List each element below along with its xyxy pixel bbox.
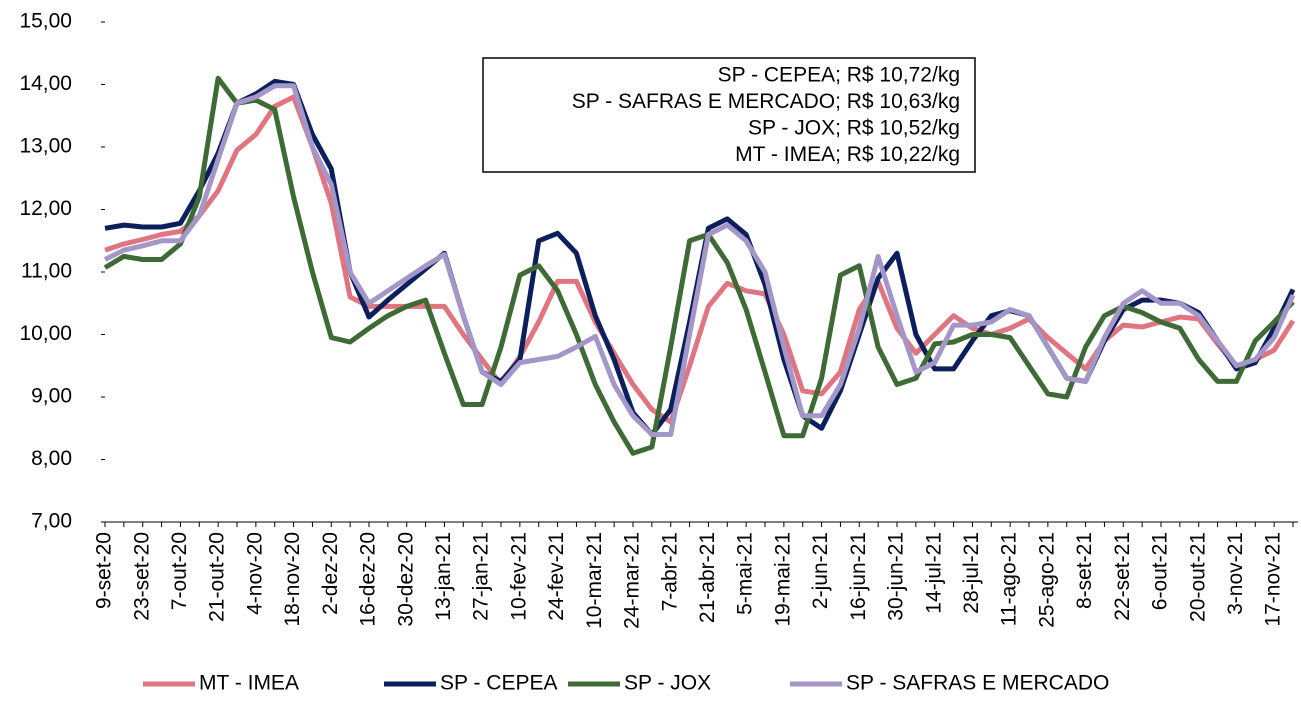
x-tick-label: 11-ago-21 <box>998 532 1021 626</box>
x-tick-label: 30-dez-20 <box>394 532 417 627</box>
x-tick-label: 21-abr-21 <box>696 532 719 623</box>
x-tick-label: 25-ago-21 <box>1035 532 1058 628</box>
x-tick-label: 17-nov-21 <box>1262 532 1285 627</box>
y-tick-label: 12,00 <box>19 197 72 220</box>
x-tick-label: 7-abr-21 <box>658 532 681 611</box>
x-tick-label: 2-dez-20 <box>319 532 342 615</box>
y-tick-label: 15,00 <box>19 10 72 33</box>
x-tick-label: 13-jan-21 <box>432 532 455 621</box>
x-tick-label: 3-nov-21 <box>1224 532 1247 615</box>
x-tick-label: 14-jul-21 <box>922 532 945 614</box>
x-tick-label: 10-fev-21 <box>507 532 530 621</box>
series-line <box>103 75 1295 456</box>
x-tick-label: 27-jan-21 <box>470 532 493 621</box>
x-tick-label: 28-jul-21 <box>960 532 983 614</box>
y-tick-label: 9,00 <box>31 385 72 408</box>
x-tick-label: 8-set-21 <box>1073 532 1096 609</box>
x-tick-label: 4-nov-20 <box>243 532 266 615</box>
x-tick-label: 20-out-21 <box>1186 532 1209 622</box>
y-tick-label: 8,00 <box>31 447 72 470</box>
x-tick-label: 16-jun-21 <box>847 532 870 621</box>
y-tick-label: 13,00 <box>19 135 72 158</box>
x-tick-label: 9-set-20 <box>93 532 116 609</box>
annotation: SP - CEPEA; R$ 10,72/kg <box>718 64 960 87</box>
x-tick-label: 7-out-20 <box>168 532 191 610</box>
y-tick-label: 10,00 <box>19 322 72 345</box>
x-tick-label: 24-mar-21 <box>621 532 644 629</box>
annotation-box <box>482 57 976 173</box>
x-tick-label: 23-set-20 <box>130 532 153 621</box>
x-tick-label: 5-mai-21 <box>734 532 757 615</box>
y-tick-label: 11,00 <box>21 260 72 283</box>
x-tick-label: 19-mai-21 <box>771 532 794 627</box>
annotation: SP - JOX; R$ 10,52/kg <box>748 117 960 140</box>
x-tick-label: 18-nov-20 <box>281 532 304 627</box>
x-tick-label: 2-jun-21 <box>809 532 832 609</box>
legend-label: SP - SAFRAS E MERCADO <box>846 672 1109 695</box>
y-tick-label: 7,00 <box>31 510 72 533</box>
x-tick-label: 30-jun-21 <box>885 532 908 621</box>
x-tick-label: 16-dez-20 <box>357 532 380 627</box>
legend-label: SP - CEPEA <box>440 672 558 695</box>
x-tick-label: 10-mar-21 <box>583 532 606 629</box>
y-tick-label: 14,00 <box>19 72 72 95</box>
legend-label: MT - IMEA <box>199 672 299 695</box>
x-tick-label: 22-set-21 <box>1111 532 1134 621</box>
x-tick-label: 21-out-20 <box>206 532 229 622</box>
series-line <box>103 83 1296 437</box>
annotation: SP - SAFRAS E MERCADO; R$ 10,63/kg <box>572 90 960 113</box>
legend-label: SP - JOX <box>624 672 711 695</box>
x-tick-label: 24-fev-21 <box>545 532 568 621</box>
annotation: MT - IMEA; R$ 10,22/kg <box>735 143 960 166</box>
x-tick-label: 6-out-21 <box>1149 532 1172 610</box>
